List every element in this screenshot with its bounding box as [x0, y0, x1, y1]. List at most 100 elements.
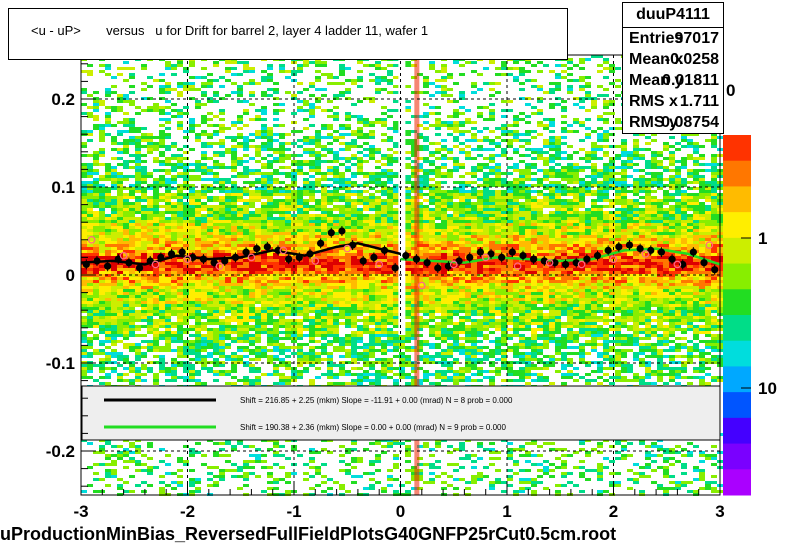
x-tick-label: 1	[502, 502, 511, 521]
colorbar-segment	[723, 340, 751, 367]
data-point	[327, 229, 335, 237]
data-point	[157, 253, 165, 261]
stat-value: -0.0258	[664, 51, 719, 68]
stat-value: 1.711	[679, 93, 719, 110]
x-axis: -3 -2 -1 0 1 2 3	[73, 483, 725, 521]
data-point	[615, 243, 623, 251]
data-point	[93, 257, 101, 265]
open-data-point	[375, 260, 384, 269]
colorbar-tick-label: 10	[758, 379, 777, 398]
colorbar-segment	[723, 186, 751, 213]
open-data-point	[449, 260, 458, 269]
stat-label: RMS y	[629, 114, 678, 131]
open-data-point	[417, 281, 426, 290]
y-tick-label: 0.2	[51, 90, 75, 109]
data-point	[668, 255, 676, 263]
open-data-point	[545, 258, 554, 267]
data-point	[423, 259, 431, 267]
open-data-point	[151, 260, 160, 269]
colorbar-segment	[723, 289, 751, 316]
open-data-point	[609, 255, 618, 263]
data-point	[263, 243, 271, 251]
colorbar-segment	[723, 443, 751, 470]
data-point	[647, 246, 655, 254]
x-tick-label: -1	[286, 502, 301, 521]
stat-value: 0.01811	[662, 72, 719, 89]
x-tick-label: 2	[609, 502, 618, 521]
open-data-point	[343, 244, 352, 253]
data-point	[221, 257, 229, 265]
open-data-point	[673, 260, 682, 269]
data-point	[434, 264, 442, 272]
stat-value: 97017	[674, 30, 720, 47]
stat-row-rms-y: RMS y 0.08754	[623, 112, 723, 133]
data-point	[295, 253, 303, 261]
stat-label: Entries	[629, 30, 684, 47]
data-point	[657, 248, 666, 256]
y-axis: -0.2 -0.1 0 0.1 0.2	[46, 63, 95, 487]
open-data-point	[705, 241, 714, 249]
x-tick-label: -2	[180, 502, 195, 521]
stat-row-mean-x: Mean x -0.0258	[623, 49, 723, 70]
data-point	[583, 255, 591, 263]
open-data-point	[577, 260, 586, 269]
open-data-point	[641, 250, 650, 258]
y-tick-label: 0	[66, 266, 75, 285]
x-tick-label: -3	[73, 502, 88, 521]
colorbar-segment	[723, 263, 751, 290]
data-point	[370, 253, 378, 261]
data-point	[274, 246, 282, 254]
data-point	[167, 250, 176, 258]
data-point	[508, 248, 516, 256]
data-point	[561, 260, 570, 269]
data-point	[519, 252, 527, 260]
open-data-point	[87, 236, 96, 244]
file-name: uProductionMinBias_ReversedFullFieldPlot…	[0, 524, 617, 544]
data-point	[391, 264, 399, 272]
data-point	[210, 259, 218, 267]
data-point	[104, 262, 112, 270]
open-data-point	[279, 246, 288, 255]
stat-label: Mean y	[629, 72, 684, 89]
heatmap-gap	[398, 55, 406, 335]
data-point	[604, 246, 612, 254]
colorbar-axis: 1 10 0	[726, 81, 777, 398]
data-point	[178, 248, 186, 256]
data-point	[689, 248, 697, 256]
data-point	[679, 260, 687, 269]
data-point	[487, 250, 495, 258]
data-point	[711, 266, 719, 274]
stat-label: Mean x	[629, 51, 684, 68]
data-point	[317, 239, 325, 247]
data-point	[593, 252, 602, 260]
open-data-point	[513, 262, 522, 271]
data-point	[199, 255, 208, 263]
open-data-point	[247, 253, 256, 262]
fit-legend: Shift = 216.85 + 2.25 (mkm) Slope = -11.…	[81, 385, 721, 441]
heatmap-cell-layer	[81, 244, 723, 283]
title-box: <u - uP> versus u for Drift for barrel 2…	[8, 8, 568, 60]
stat-label: RMS x	[629, 93, 678, 110]
data-point	[551, 259, 559, 267]
stat-value: 0.08754	[661, 114, 719, 131]
open-data-point	[183, 255, 192, 263]
data-point	[402, 252, 410, 260]
data-point	[700, 259, 708, 267]
data-point	[625, 241, 634, 249]
legend-entry-text: Shift = 216.85 + 2.25 (mkm) Slope = -11.…	[240, 396, 513, 405]
data-point	[530, 255, 538, 263]
legend-entry-text: Shift = 190.38 + 2.36 (mkm) Slope = 0.00…	[240, 423, 506, 432]
heatmap-cell-layer	[81, 55, 723, 496]
data-point	[285, 255, 293, 263]
fit-curve	[400, 247, 721, 266]
colorbar	[723, 135, 751, 496]
data-point	[338, 227, 346, 235]
data-point	[253, 245, 261, 253]
colorbar-segment	[723, 212, 751, 239]
open-data-point	[119, 251, 128, 260]
data-point	[498, 253, 506, 261]
histogram-name: duuP4111	[623, 3, 723, 28]
colorbar-segment	[723, 160, 751, 187]
data-point	[359, 257, 367, 265]
data-point	[636, 245, 644, 253]
